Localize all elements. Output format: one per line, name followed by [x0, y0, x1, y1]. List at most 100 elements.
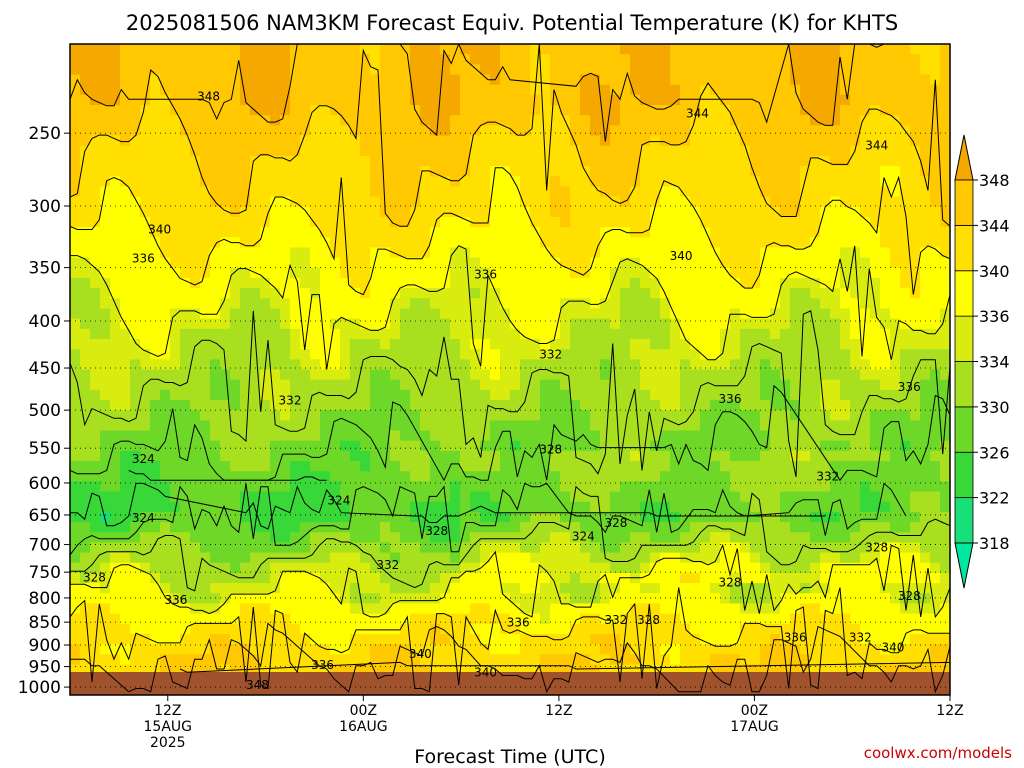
field-cell: [600, 501, 611, 513]
field-cell: [410, 349, 421, 360]
field-cell: [600, 176, 611, 188]
field-cell: [440, 420, 451, 432]
field-cell: [760, 450, 771, 462]
field-cell: [240, 572, 251, 584]
field-cell: [110, 400, 121, 411]
field-cell: [190, 186, 201, 198]
field-cell: [860, 450, 871, 462]
field-cell: [160, 166, 171, 177]
field-cell: [160, 522, 171, 533]
field-cell: [230, 267, 241, 279]
field-cell: [890, 84, 901, 96]
field-cell: [710, 105, 721, 116]
field-cell: [540, 369, 551, 381]
field-cell: [170, 288, 181, 299]
field-cell: [210, 511, 221, 523]
field-cell: [800, 54, 811, 65]
field-cell: [400, 227, 411, 238]
field-cell: [70, 115, 81, 126]
field-cell: [510, 44, 521, 55]
field-cell: [910, 298, 921, 310]
field-cell: [800, 84, 811, 96]
field-cell: [580, 186, 591, 198]
field-cell: [110, 430, 121, 442]
field-cell: [700, 176, 711, 188]
field-cell: [750, 369, 761, 381]
field-cell: [650, 237, 661, 249]
field-cell: [310, 511, 321, 523]
field-cell: [330, 542, 341, 554]
field-cell: [340, 481, 351, 493]
field-cell: [610, 420, 621, 432]
field-cell: [840, 247, 851, 259]
field-cell: [210, 572, 221, 584]
field-cell: [80, 267, 91, 279]
field-cell: [640, 461, 651, 472]
field-cell: [520, 277, 531, 289]
field-cell: [430, 206, 441, 218]
field-cell: [520, 64, 531, 76]
field-cell: [620, 369, 631, 381]
field-cell: [470, 532, 481, 544]
field-cell: [900, 583, 911, 594]
field-cell: [870, 501, 881, 513]
field-cell: [880, 420, 891, 432]
field-cell: [690, 603, 701, 615]
field-cell: [480, 196, 491, 208]
field-cell: [170, 115, 181, 126]
field-cell: [660, 430, 671, 442]
field-cell: [250, 461, 261, 472]
field-cell: [690, 206, 701, 218]
field-cell: [840, 308, 851, 320]
field-cell: [560, 277, 571, 289]
field-cell: [610, 471, 621, 482]
field-cell: [230, 450, 241, 462]
field-cell: [160, 298, 171, 310]
field-cell: [500, 145, 511, 157]
field-cell: [370, 511, 381, 523]
field-cell: [730, 562, 741, 574]
field-cell: [880, 74, 891, 86]
field-cell: [500, 257, 511, 269]
field-cell: [940, 186, 950, 198]
field-cell: [550, 552, 561, 564]
field-cell: [200, 257, 211, 269]
field-cell: [310, 216, 321, 228]
field-cell: [220, 552, 231, 564]
field-cell: [500, 206, 511, 218]
field-cell: [740, 420, 751, 432]
field-cell: [400, 593, 411, 605]
field-cell: [770, 440, 781, 452]
field-cell: [460, 84, 471, 96]
field-cell: [640, 155, 651, 167]
field-cell: [230, 430, 241, 442]
field-cell: [620, 511, 631, 523]
field-cell: [270, 481, 281, 493]
field-cell: [450, 84, 461, 96]
field-cell: [670, 338, 681, 350]
field-cell: [930, 64, 941, 76]
field-cell: [170, 277, 181, 289]
field-cell: [810, 145, 821, 157]
field-cell: [300, 135, 311, 147]
field-cell: [910, 593, 921, 605]
field-cell: [320, 216, 331, 228]
field-cell: [460, 450, 471, 462]
field-cell: [770, 176, 781, 188]
field-cell: [860, 54, 871, 65]
field-cell: [850, 176, 861, 188]
field-cell: [740, 74, 751, 86]
field-cell: [840, 135, 851, 147]
field-cell: [200, 328, 211, 340]
field-cell: [390, 440, 401, 452]
field-cell: [690, 166, 701, 177]
field-cell: [810, 186, 821, 198]
field-cell: [730, 522, 741, 533]
field-cell: [630, 216, 641, 228]
field-cell: [490, 471, 501, 482]
field-cell: [790, 491, 801, 503]
field-cell: [540, 145, 551, 157]
field-cell: [350, 277, 361, 289]
field-cell: [290, 277, 301, 289]
field-cell: [280, 461, 291, 472]
